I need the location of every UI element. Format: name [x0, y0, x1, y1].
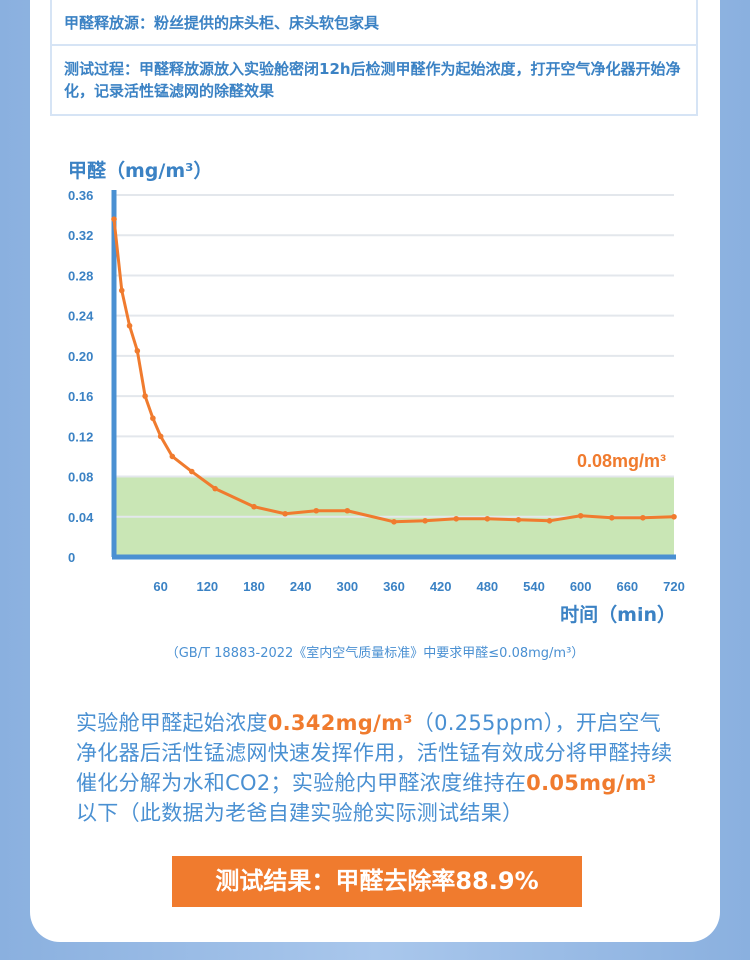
test-info-box: 甲醛释放源：粉丝提供的床头柜、床头软包家具 测试过程：甲醛释放源放入实验舱密闭1…	[50, 0, 698, 116]
x-tick-label: 720	[663, 579, 685, 594]
data-point	[515, 516, 522, 523]
data-point	[150, 415, 156, 422]
summary-part-1: 实验舱甲醛起始浓度	[76, 711, 268, 735]
y-tick-label: 0.20	[68, 349, 93, 364]
data-point	[608, 514, 615, 521]
formaldehyde-source-text: 甲醛释放源：粉丝提供的床头柜、床头软包家具	[64, 14, 380, 32]
x-tick-label: 600	[570, 579, 592, 594]
content-card	[30, 0, 720, 942]
x-tick-label: 60	[153, 579, 167, 594]
data-point	[640, 514, 646, 521]
standard-note: （GB/T 18883-2022《室内空气质量标准》中要求甲醛≤0.08mg/m…	[165, 646, 585, 661]
y-tick-label: 0.36	[68, 188, 93, 203]
x-tick-label: 420	[430, 579, 452, 594]
summary-part-3: 以下（此数据为老爸自建实验舱实际测试结果）	[76, 801, 524, 825]
x-tick-label: 540	[523, 579, 545, 594]
data-point	[391, 519, 397, 525]
data-point	[134, 348, 141, 354]
data-point	[422, 518, 428, 524]
data-point	[188, 468, 195, 475]
y-tick-label: 0.28	[68, 268, 93, 283]
test-process-text: 测试过程：甲醛释放源放入实验舱密闭12h后检测甲醛作为起始浓度，打开空气净化器开…	[64, 60, 681, 100]
y-tick-label: 0.08	[68, 470, 93, 485]
summary-value-start: 0.342mg/m³	[267, 711, 413, 735]
data-point	[282, 510, 288, 517]
data-point	[118, 287, 125, 294]
data-point	[453, 515, 460, 522]
data-point	[126, 322, 133, 329]
x-tick-label: 120	[196, 579, 218, 594]
data-point	[169, 453, 176, 460]
y-tick-label: 0.24	[68, 309, 94, 324]
x-tick-label: 480	[476, 579, 498, 594]
x-tick-label: 240	[290, 579, 312, 594]
data-point	[484, 515, 491, 522]
x-tick-label: 180	[243, 579, 265, 594]
y-axis-title: 甲醛（mg/m³）	[68, 159, 212, 182]
summary-part-2: （0.255ppm），开启空气净化器后活性锰滤网快速发挥作用，活性锰有效成分将甲…	[76, 711, 673, 795]
x-axis-title: 时间（min）	[560, 603, 676, 626]
summary-value-maintain: 0.05mg/m³	[526, 771, 657, 795]
band-limit-label: 0.08mg/m³	[577, 451, 666, 471]
formaldehyde-chart: 0 0.04 0.08 0.12 0.16 0.20 0.24 0.28 0.32 0.36 60 1…	[68, 159, 685, 626]
data-point	[313, 507, 320, 514]
data-point	[142, 393, 148, 399]
data-point	[546, 518, 553, 524]
summary-text: 实验舱甲醛起始浓度0.342mg/m³（0.255ppm），开启空气净化器后活性…	[76, 708, 676, 828]
y-tick-label: 0.32	[68, 228, 93, 243]
y-tick-label: 0.12	[68, 429, 93, 444]
data-line	[112, 218, 675, 524]
y-tick-label: 0.04	[68, 510, 94, 525]
y-tick-label: 0	[68, 550, 75, 565]
data-point	[111, 216, 117, 222]
data-point	[671, 513, 677, 520]
data-point	[157, 433, 164, 440]
x-tick-label: 360	[383, 579, 405, 594]
data-point	[577, 512, 584, 519]
x-tick-label: 300	[336, 579, 358, 594]
result-banner: 测试结果：甲醛去除率88.9%	[172, 856, 582, 907]
data-point	[251, 503, 257, 510]
data-point	[212, 485, 218, 492]
info-divider	[52, 44, 696, 46]
y-tick-label: 0.16	[68, 389, 93, 404]
x-tick-label: 660	[616, 579, 638, 594]
data-point	[344, 507, 351, 514]
